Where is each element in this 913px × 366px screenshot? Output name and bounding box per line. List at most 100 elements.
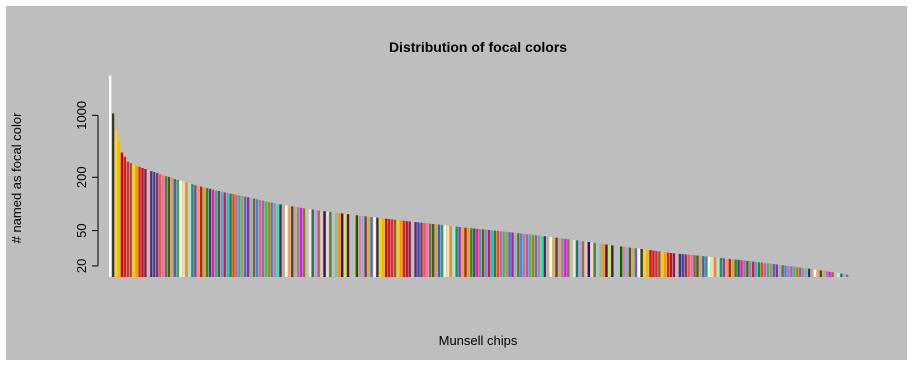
bar xyxy=(109,75,112,277)
bar xyxy=(734,259,737,277)
bar xyxy=(305,208,309,277)
bar xyxy=(804,268,808,277)
bar xyxy=(546,236,549,277)
bar xyxy=(182,181,185,277)
bar xyxy=(273,203,276,277)
bar xyxy=(393,219,397,277)
bar xyxy=(379,218,382,277)
bar xyxy=(746,260,749,277)
bar xyxy=(282,204,285,277)
bar xyxy=(244,196,247,277)
bar xyxy=(570,239,573,277)
bar xyxy=(790,266,793,277)
bar xyxy=(249,197,253,277)
chart-title: Distribution of focal colors xyxy=(389,39,567,55)
bar xyxy=(229,193,232,277)
bar xyxy=(167,176,171,277)
bar xyxy=(619,246,623,277)
bar xyxy=(449,225,452,277)
bar xyxy=(611,245,614,277)
bar xyxy=(690,254,693,277)
bar xyxy=(681,254,684,277)
bar xyxy=(617,246,620,277)
bar xyxy=(326,211,329,277)
bar xyxy=(335,212,338,277)
bar xyxy=(807,268,811,277)
bar xyxy=(822,270,825,277)
bar xyxy=(640,249,643,277)
bar xyxy=(173,178,176,277)
bar xyxy=(158,174,162,277)
bar xyxy=(364,216,367,277)
bar xyxy=(675,253,679,277)
y-tick-label: 1000 xyxy=(74,101,89,130)
bar xyxy=(432,223,435,277)
y-tick-label: 50 xyxy=(74,223,89,237)
bar xyxy=(622,246,626,277)
bar xyxy=(399,220,403,277)
bar xyxy=(308,209,312,277)
chart-frame: Distribution of focal colors 20 50 200 1000… xyxy=(6,6,907,360)
bar xyxy=(575,240,579,277)
bar xyxy=(361,216,364,277)
bar xyxy=(696,255,699,277)
bar xyxy=(241,195,244,277)
bar xyxy=(235,194,238,277)
bar xyxy=(387,219,391,277)
bar xyxy=(755,261,758,277)
bar xyxy=(655,250,658,277)
bar xyxy=(232,194,235,277)
bar xyxy=(202,187,206,277)
bar xyxy=(408,221,411,277)
bar xyxy=(672,253,676,277)
bar xyxy=(147,170,150,277)
bar xyxy=(417,222,420,277)
bar xyxy=(699,255,702,277)
bar xyxy=(373,217,376,277)
bar xyxy=(138,166,141,277)
bar xyxy=(555,237,558,277)
bar xyxy=(150,171,153,277)
bar xyxy=(487,230,491,277)
bar xyxy=(161,175,165,277)
bar xyxy=(267,202,270,277)
bar xyxy=(258,199,262,277)
bar xyxy=(525,234,529,277)
bar xyxy=(572,240,576,277)
bar xyxy=(722,258,726,277)
bar xyxy=(197,185,200,277)
bar xyxy=(766,263,770,277)
bar xyxy=(370,217,373,277)
bar xyxy=(437,224,441,277)
bar xyxy=(458,226,461,277)
bar xyxy=(226,192,229,277)
bar xyxy=(132,164,135,277)
bar xyxy=(637,248,640,277)
bar xyxy=(120,152,124,277)
bar xyxy=(296,207,300,277)
bar xyxy=(731,259,734,277)
bar xyxy=(264,201,267,277)
bar xyxy=(534,235,538,277)
bar xyxy=(376,217,379,277)
bar xyxy=(473,228,476,277)
bar xyxy=(343,213,347,277)
bar xyxy=(646,249,649,277)
bar xyxy=(217,191,220,277)
bar xyxy=(713,257,717,277)
bar xyxy=(740,260,743,277)
bar xyxy=(810,269,814,277)
bar xyxy=(270,202,273,277)
bar xyxy=(643,249,646,277)
bar xyxy=(261,200,265,277)
bar xyxy=(188,183,191,277)
bar xyxy=(719,257,723,277)
bar xyxy=(587,242,590,277)
bar xyxy=(502,231,505,277)
bar xyxy=(358,215,361,277)
bar xyxy=(311,209,314,277)
bar xyxy=(693,255,696,277)
bar xyxy=(584,241,588,277)
bar xyxy=(649,250,652,277)
bar xyxy=(464,227,467,277)
